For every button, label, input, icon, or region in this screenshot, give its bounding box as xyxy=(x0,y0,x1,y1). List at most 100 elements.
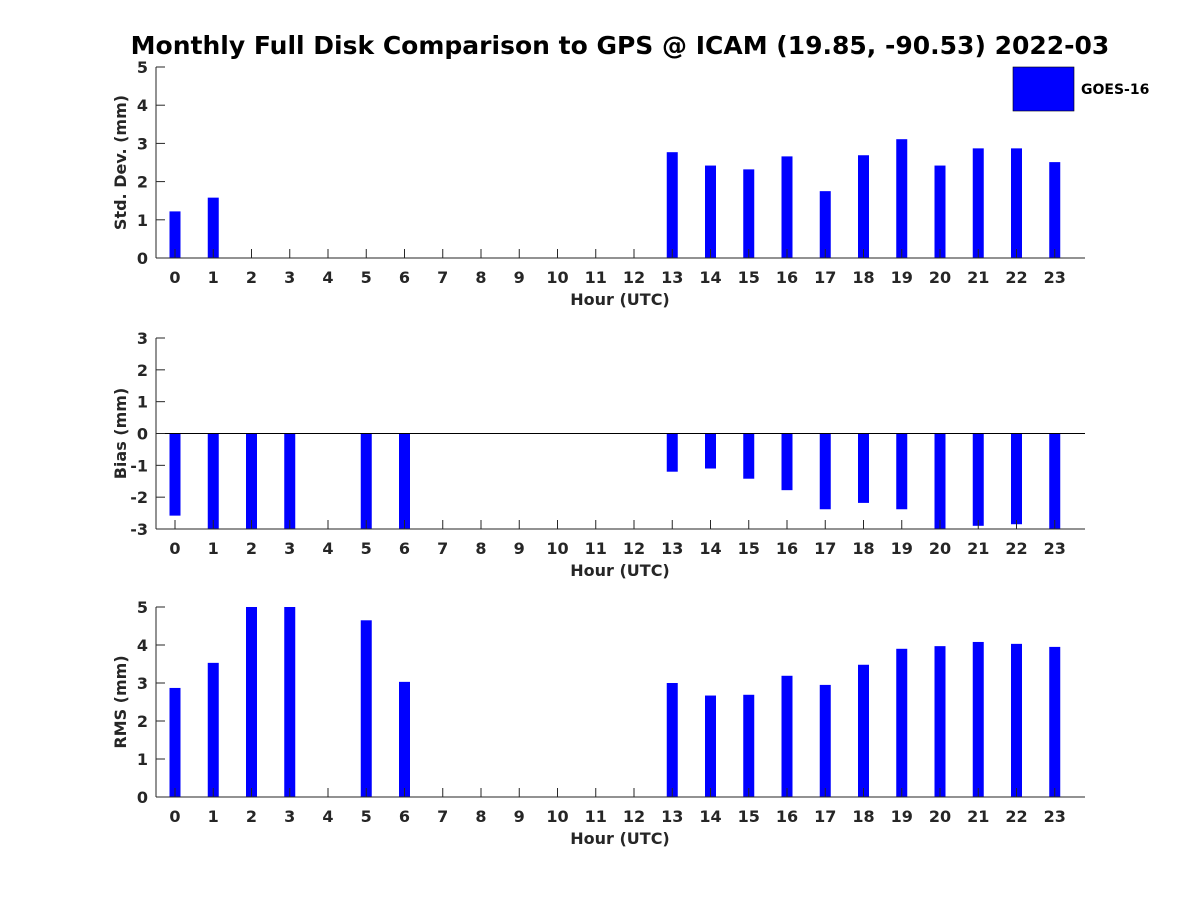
bias-mm-xlabel: Hour (UTC) xyxy=(570,561,670,580)
bias-mm-xtick-label: 6 xyxy=(399,539,410,558)
figure-title: Monthly Full Disk Comparison to GPS @ IC… xyxy=(131,31,1110,60)
bias-mm-ylabel: Bias (mm) xyxy=(111,388,130,480)
rms-mm-xtick-label: 17 xyxy=(814,807,836,826)
legend: GOES-16 xyxy=(1012,66,1149,112)
rms-mm-bar-hour-23 xyxy=(1049,646,1061,797)
bias-mm-xtick-label: 17 xyxy=(814,539,836,558)
rms-mm-ytick-label: 5 xyxy=(137,598,148,617)
std-dev-mm-ytick-label: 2 xyxy=(137,173,148,192)
std-dev-mm-xtick-label: 5 xyxy=(361,268,372,287)
rms-mm-xtick-label: 5 xyxy=(361,807,372,826)
std-dev-mm-xtick-label: 16 xyxy=(776,268,798,287)
std-dev-mm-xtick-label: 20 xyxy=(929,268,951,287)
std-dev-mm-ytick-label: 1 xyxy=(137,211,148,230)
rms-mm-xtick-label: 4 xyxy=(322,807,333,826)
bias-mm-ytick-label: 1 xyxy=(137,393,148,412)
rms-mm-bar-hour-6 xyxy=(399,681,410,797)
std-dev-mm-xtick-label: 18 xyxy=(852,268,874,287)
legend-label-goes-16: GOES-16 xyxy=(1081,82,1149,98)
rms-mm-xlabel: Hour (UTC) xyxy=(570,829,670,848)
rms-mm-bar-hour-20 xyxy=(934,646,946,797)
bias-mm-xtick-label: 10 xyxy=(546,539,568,558)
std-dev-mm-xtick-label: 15 xyxy=(738,268,760,287)
std-dev-mm-xtick-label: 22 xyxy=(1005,268,1027,287)
rms-mm-xtick-label: 18 xyxy=(852,807,874,826)
bias-mm-bar-hour-0 xyxy=(169,433,181,516)
rms-mm-xtick-label: 9 xyxy=(514,807,525,826)
bias-mm-xtick-label: 20 xyxy=(929,539,951,558)
rms-mm-xtick-label: 20 xyxy=(929,807,951,826)
std-dev-mm-bar-hour-1 xyxy=(207,197,219,258)
rms-mm-xtick-label: 19 xyxy=(891,807,913,826)
std-dev-mm-bar-hour-16 xyxy=(781,156,793,258)
bias-mm-xtick-label: 19 xyxy=(891,539,913,558)
rms-mm-ytick-label: 0 xyxy=(137,788,148,807)
rms-mm-xtick-label: 13 xyxy=(661,807,683,826)
rms-mm-bar-hour-14 xyxy=(705,695,716,797)
std-dev-mm-xtick-label: 2 xyxy=(246,268,257,287)
rms-mm-ytick-label: 1 xyxy=(137,750,148,769)
bias-mm-ytick-label: -2 xyxy=(130,488,148,507)
std-dev-mm-xtick-label: 9 xyxy=(514,268,525,287)
bias-mm-xtick-label: 0 xyxy=(169,539,180,558)
bias-mm-xtick-label: 13 xyxy=(661,539,683,558)
bias-mm-bar-hour-17 xyxy=(819,433,831,510)
bias-mm-xtick-label: 8 xyxy=(475,539,486,558)
rms-mm-xtick-label: 3 xyxy=(284,807,295,826)
bias-mm-xtick-label: 9 xyxy=(514,539,525,558)
rms-mm-xtick-label: 12 xyxy=(623,807,645,826)
std-dev-mm-xtick-label: 14 xyxy=(699,268,721,287)
std-dev-mm-xtick-label: 6 xyxy=(399,268,410,287)
std-dev-mm-bar-hour-21 xyxy=(972,148,984,258)
bias-mm-xtick-label: 4 xyxy=(322,539,333,558)
bias-mm-bar-hour-5 xyxy=(360,433,372,529)
bias-mm-bar-hour-14 xyxy=(705,433,716,469)
rms-mm-bar-hour-22 xyxy=(1011,643,1022,797)
bias-mm-ytick-label: 2 xyxy=(137,361,148,380)
bias-mm-bar-hour-13 xyxy=(666,433,678,472)
rms-mm-bar-hour-3 xyxy=(284,607,296,797)
std-dev-mm-xtick-label: 0 xyxy=(169,268,180,287)
rms-mm-xtick-label: 23 xyxy=(1044,807,1066,826)
std-dev-mm-xtick-label: 8 xyxy=(475,268,486,287)
std-dev-mm-xtick-label: 21 xyxy=(967,268,989,287)
bias-mm-bar-hour-22 xyxy=(1011,433,1022,525)
std-dev-mm-bar-hour-17 xyxy=(819,191,831,258)
bias-mm-ytick-label: 0 xyxy=(137,425,148,444)
bias-mm-bar-hour-21 xyxy=(972,433,984,526)
bias-mm-xtick-label: 12 xyxy=(623,539,645,558)
std-dev-mm-bar-hour-20 xyxy=(934,165,946,258)
rms-mm-xtick-label: 2 xyxy=(246,807,257,826)
rms-mm-xtick-label: 8 xyxy=(475,807,486,826)
std-dev-mm-xtick-label: 13 xyxy=(661,268,683,287)
rms-mm-xtick-label: 11 xyxy=(585,807,607,826)
rms-mm-ytick-label: 4 xyxy=(137,636,148,655)
std-dev-mm-bar-hour-14 xyxy=(705,165,716,258)
bias-mm-bar-hour-20 xyxy=(934,433,946,529)
std-dev-mm-ylabel: Std. Dev. (mm) xyxy=(111,95,130,230)
std-dev-mm-ytick-label: 4 xyxy=(137,96,148,115)
rms-mm-bar-hour-18 xyxy=(858,664,869,797)
bias-mm-bar-hour-18 xyxy=(858,433,869,503)
bias-mm-xtick-label: 3 xyxy=(284,539,295,558)
std-dev-mm-ytick-label: 0 xyxy=(137,249,148,268)
bias-mm-bar-hour-19 xyxy=(896,433,908,510)
std-dev-mm-bar-hour-19 xyxy=(896,139,908,258)
rms-mm-xtick-label: 22 xyxy=(1005,807,1027,826)
rms-mm-bar-hour-1 xyxy=(207,662,219,797)
std-dev-mm-bar-hour-15 xyxy=(743,169,755,258)
std-dev-mm-xtick-label: 19 xyxy=(891,268,913,287)
std-dev-mm-xtick-label: 23 xyxy=(1044,268,1066,287)
rms-mm-ytick-label: 2 xyxy=(137,712,148,731)
bias-mm-xtick-label: 18 xyxy=(852,539,874,558)
bias-mm-xtick-label: 23 xyxy=(1044,539,1066,558)
rms-mm-xtick-label: 16 xyxy=(776,807,798,826)
rms-mm-xtick-label: 0 xyxy=(169,807,180,826)
rms-mm-ytick-label: 3 xyxy=(137,674,148,693)
std-dev-mm-xtick-label: 1 xyxy=(208,268,219,287)
rms-mm-xtick-label: 1 xyxy=(208,807,219,826)
